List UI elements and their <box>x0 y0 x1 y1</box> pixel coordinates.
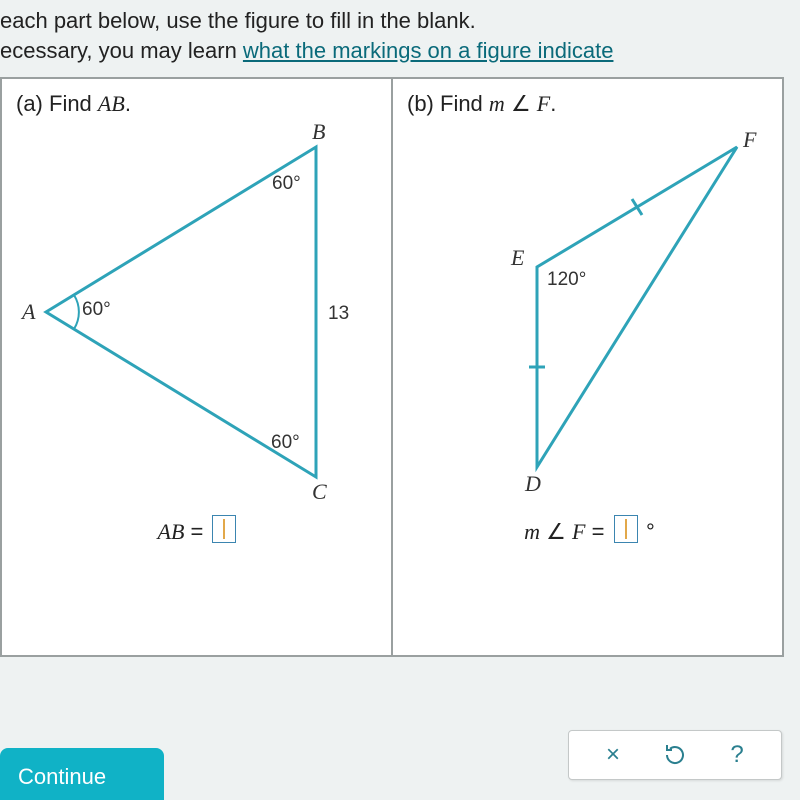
answer-b: m ∠ F = ° <box>407 515 772 545</box>
help-icon[interactable]: ? <box>723 741 751 769</box>
answer-b-angle-icon: ∠ <box>540 519 572 544</box>
problem-panels: (a) Find AB. A B C 60° 60° 60° 13 AB = (… <box>0 77 784 657</box>
prompt-a-prefix: (a) Find <box>16 91 98 116</box>
angle-icon: ∠ <box>511 91 531 116</box>
continue-label: Continue <box>18 764 106 789</box>
vertex-B: B <box>312 119 325 145</box>
vertex-C: C <box>312 479 327 505</box>
triangle-b-svg <box>407 117 777 507</box>
prompt-b-var: F <box>537 91 550 116</box>
angle-A-label: 60° <box>82 299 111 321</box>
answer-b-eq: = <box>585 519 610 544</box>
panel-a: (a) Find AB. A B C 60° 60° 60° 13 AB = <box>2 79 391 655</box>
prompt-a: (a) Find AB. <box>16 91 381 117</box>
answer-b-m: m <box>524 519 540 544</box>
prompt-b-m: m <box>489 91 505 116</box>
figure-a: A B C 60° 60° 60° 13 <box>16 117 376 507</box>
answer-b-deg: ° <box>646 519 655 544</box>
vertex-D: D <box>525 471 541 497</box>
vertex-E: E <box>511 245 524 271</box>
answer-a-input[interactable] <box>212 515 236 543</box>
learn-link[interactable]: what the markings on a figure indicate <box>243 38 614 63</box>
tick-EF <box>632 199 642 215</box>
prompt-b-suffix: . <box>550 91 556 116</box>
vertex-A: A <box>22 299 35 325</box>
reset-icon[interactable] <box>661 741 689 769</box>
angle-B-label: 60° <box>272 173 301 195</box>
answer-a: AB = <box>16 515 381 545</box>
prompt-a-var: AB <box>98 91 125 116</box>
answer-b-input[interactable] <box>614 515 638 543</box>
answer-a-lhs: AB <box>158 519 185 544</box>
panel-b: (b) Find m ∠ F. F E D 120° m ∠ F = ° <box>391 79 782 655</box>
side-BC-label: 13 <box>328 303 349 325</box>
angle-C-label: 60° <box>271 432 300 454</box>
prompt-b-prefix: (b) Find <box>407 91 489 116</box>
triangle-a-svg <box>16 117 376 507</box>
intro-line2: ecessary, you may learn <box>0 38 243 63</box>
intro-text: each part below, use the figure to fill … <box>0 0 800 77</box>
answer-b-var: F <box>572 519 585 544</box>
close-icon[interactable]: × <box>599 741 627 769</box>
prompt-a-suffix: . <box>125 91 131 116</box>
angle-arc-A <box>74 295 79 329</box>
angle-E-label: 120° <box>547 269 586 291</box>
figure-b: F E D 120° <box>407 117 767 507</box>
intro-line1: each part below, use the figure to fill … <box>0 8 476 33</box>
vertex-F: F <box>743 127 756 153</box>
toolbar: × ? <box>568 730 782 780</box>
prompt-b: (b) Find m ∠ F. <box>407 91 772 117</box>
continue-button[interactable]: Continue <box>0 748 164 800</box>
triangle-b <box>537 147 737 467</box>
answer-a-eq: = <box>184 519 209 544</box>
